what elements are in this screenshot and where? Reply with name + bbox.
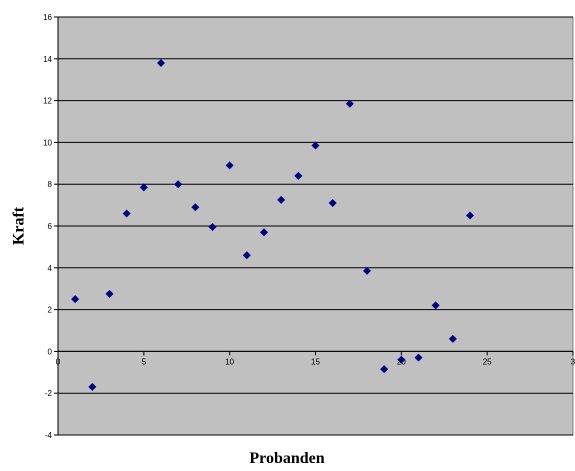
data-point	[88, 382, 97, 391]
data-point	[191, 203, 200, 212]
x-tick-label: 5	[142, 357, 147, 366]
data-point	[277, 195, 286, 204]
data-point	[242, 251, 251, 260]
data-point	[345, 99, 354, 108]
y-tick-label: 14	[43, 55, 52, 64]
y-tick-label: 12	[43, 97, 52, 106]
data-point	[71, 295, 80, 304]
y-tick-label: 4	[48, 264, 53, 273]
data-point	[260, 228, 268, 237]
y-tick-label: 10	[43, 138, 52, 147]
data-point	[414, 353, 423, 362]
data-point	[431, 301, 440, 310]
data-point	[448, 334, 457, 343]
x-tick-label: 0	[56, 357, 61, 366]
data-point	[208, 223, 217, 232]
data-point	[122, 209, 131, 218]
y-tick-label: 6	[48, 222, 53, 231]
y-tick-label: -4	[45, 431, 53, 440]
x-tick-label: 10	[225, 357, 234, 366]
y-tick-label: 16	[43, 13, 52, 22]
data-point	[105, 289, 114, 298]
data-point	[397, 355, 406, 364]
x-tick-label: 15	[311, 357, 320, 366]
y-tick-label: 2	[48, 306, 53, 315]
x-axis-title: Probanden	[249, 450, 324, 467]
data-point	[294, 171, 303, 180]
data-point	[380, 365, 389, 374]
data-point	[363, 266, 371, 275]
x-tick-label: 3	[571, 357, 575, 366]
data-point	[328, 199, 337, 208]
data-point	[139, 183, 148, 192]
data-point	[225, 161, 234, 170]
y-axis-title: Kraft	[11, 206, 28, 245]
data-point	[157, 58, 165, 67]
y-tick-label: 0	[48, 347, 53, 356]
data-point	[311, 141, 320, 150]
y-tick-label: 8	[48, 180, 53, 189]
data-point	[466, 211, 474, 220]
data-point	[174, 180, 183, 189]
x-tick-label: 25	[483, 357, 492, 366]
y-tick-label: -2	[45, 389, 53, 398]
